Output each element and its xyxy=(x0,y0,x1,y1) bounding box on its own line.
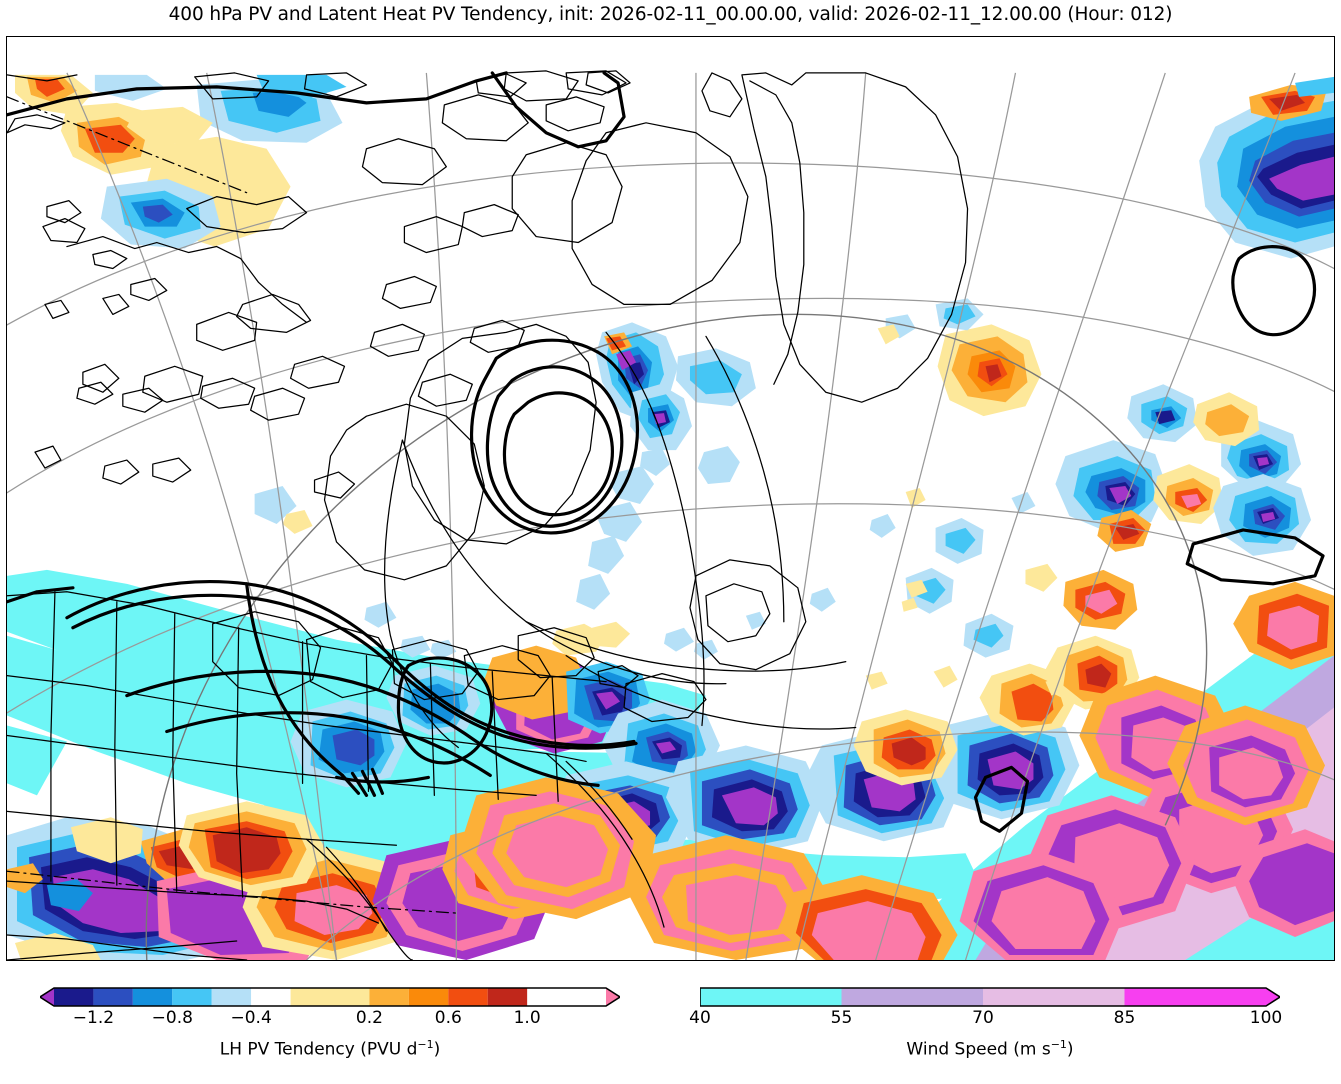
colorbar-tick-label: −1.2 xyxy=(72,1008,115,1028)
map-panel[interactable] xyxy=(6,36,1335,961)
colorbar-tick-label: 40 xyxy=(689,1008,711,1028)
cb-wind-label-text: Wind Speed (m s xyxy=(906,1039,1051,1060)
lh-pv-tendency-fill-layer xyxy=(7,74,1334,960)
colorbar-tick-label: 85 xyxy=(1113,1008,1136,1028)
colorbar-tick-label: 0.2 xyxy=(355,1008,383,1028)
cb-wind-label-sup: −1 xyxy=(1050,1038,1067,1051)
page-title: 400 hPa PV and Latent Heat PV Tendency, … xyxy=(168,4,1173,25)
map-canvas[interactable] xyxy=(7,37,1334,960)
colorbar-lh-pv-tendency-label: LH PV Tendency (PVU d−1) xyxy=(40,1038,620,1060)
colorbar-wind-speed-ticks: 40 55 70 85 100 xyxy=(689,1008,1283,1034)
cb-wind-label-tail: ) xyxy=(1066,1039,1074,1060)
cb-pv-label-sup: −1 xyxy=(417,1038,434,1051)
colorbar-tick-label: −0.4 xyxy=(230,1008,272,1028)
pv-contour-layer xyxy=(7,71,1317,797)
graticule-layer xyxy=(7,72,1334,960)
colorbar-tick-label: 0.6 xyxy=(434,1008,462,1028)
colorbar-wind-speed-swatches xyxy=(700,987,1280,1007)
colorbar-tick-label: 55 xyxy=(830,1008,853,1028)
colorbar-tick-label: 70 xyxy=(972,1008,994,1028)
coastline-layer xyxy=(7,70,1325,960)
colorbar-tick-label: −0.8 xyxy=(151,1008,193,1028)
colorbar-lh-pv-tendency-swatches xyxy=(40,987,620,1007)
colorbar-wind-speed-label: Wind Speed (m s−1) xyxy=(700,1038,1280,1060)
colorbar-tick-label: 1.0 xyxy=(513,1008,541,1028)
cb-pv-label-tail: ) xyxy=(433,1039,441,1060)
colorbar-lh-pv-tendency[interactable]: −1.2 −0.8 −0.4 0.2 0.6 1.0 LH PV Tendency (PV… xyxy=(40,986,620,1060)
cb-pv-label-text: LH PV Tendency (PVU d xyxy=(219,1039,418,1060)
colorbar-wind-speed[interactable]: 40 55 70 85 100 Wind Speed (m s−1) xyxy=(689,986,1283,1060)
colorbar-lh-pv-tendency-ticks: −1.2 −0.8 −0.4 0.2 0.6 1.0 xyxy=(40,1008,620,1034)
colorbar-tick-label: 100 xyxy=(1249,1008,1283,1028)
